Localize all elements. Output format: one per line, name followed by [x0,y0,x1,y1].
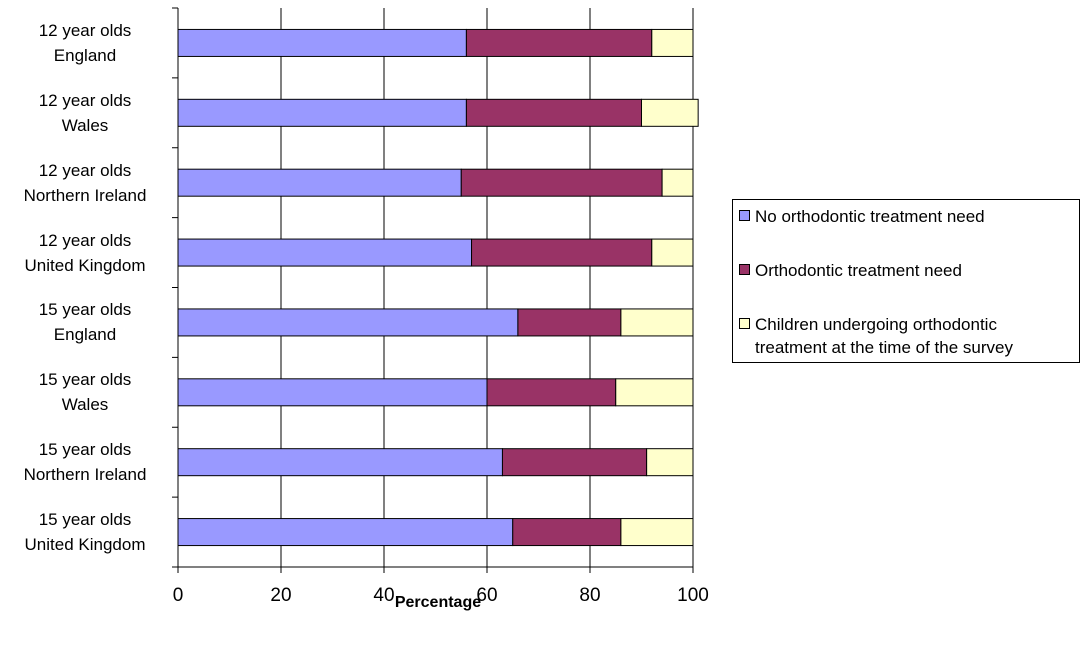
gridlines [280,8,694,567]
bar-segment [486,378,617,407]
bar-segment [177,28,467,57]
category-label-line: United Kingdom [24,255,146,275]
bar-segment [177,518,514,547]
category-label-line: Northern Ireland [23,465,147,485]
bar-segment [501,448,648,477]
bar-segment [646,448,694,477]
bar-segment [177,168,462,197]
category-label-line: Wales [61,395,109,415]
legend-label-line: treatment at the time of the survey [755,338,1013,357]
bar-segment [460,168,663,197]
category-label: 12 year olds United Kingdom [0,228,170,278]
axes [172,7,694,573]
x-tick-label: 40 [373,585,395,606]
legend-label: Orthodontic treatment need [755,259,962,282]
x-axis-title: Percentage [394,594,482,611]
legend-label: No orthodontic treatment need [755,205,985,228]
bar-segment [177,98,467,127]
legend-label-line: Children undergoing orthodontic [755,315,997,334]
bar-segment [177,378,488,407]
x-tick-label: 20 [270,585,292,606]
category-label: 15 year olds Wales [0,367,170,417]
category-label-line: Wales [61,115,109,135]
category-label-line: England [53,325,117,345]
bar-segment [517,308,622,337]
category-label: 12 year olds Wales [0,88,170,138]
bar-segment [177,448,503,477]
category-label-line: 15 year olds [38,440,132,460]
category-label: 12 year olds England [0,18,170,68]
category-label-line: 12 year olds [38,160,132,180]
category-label: 15 year olds England [0,297,170,347]
category-label-line: 12 year olds [38,230,132,250]
category-label-line: Northern Ireland [23,185,147,205]
bar-segment [512,518,622,547]
bars [177,28,699,547]
category-label-line: 15 year olds [38,300,132,320]
bar-segment [615,378,694,407]
bar-segment [465,28,653,57]
x-tick-label: 60 [476,585,498,606]
category-label-line: 12 year olds [38,90,132,110]
category-label: 15 year olds Northern Ireland [0,437,170,487]
legend: No orthodontic treatment need Orthodontic… [732,199,1080,363]
bar-segment [661,168,694,197]
category-label: 15 year olds United Kingdom [0,507,170,557]
x-tick-label: 100 [677,585,709,606]
bar-segment [177,238,473,267]
bar-segment [620,308,694,337]
legend-label-line: No orthodontic treatment need [755,207,985,226]
category-label-line: United Kingdom [24,535,146,555]
bar-segment [651,28,694,57]
x-tick-label: 80 [579,585,601,606]
bar-segment [620,518,694,547]
category-label-line: 12 year olds [38,20,132,40]
bar-segment [177,308,519,337]
category-label-line: 15 year olds [38,370,132,390]
category-label-line: England [53,45,117,65]
bar-segment [641,98,699,127]
bar-segment [651,238,694,267]
bar-segment [471,238,653,267]
legend-swatch [739,318,750,329]
legend-swatch [739,264,750,275]
legend-label: Children undergoing orthodontic treatment… [755,313,1013,359]
bar-segment [465,98,642,127]
x-tick-label: 0 [172,585,184,606]
category-label-line: 15 year olds [38,510,132,530]
legend-label-line: Orthodontic treatment need [755,261,962,280]
category-label: 12 year olds Northern Ireland [0,158,170,208]
legend-swatch [739,210,750,221]
